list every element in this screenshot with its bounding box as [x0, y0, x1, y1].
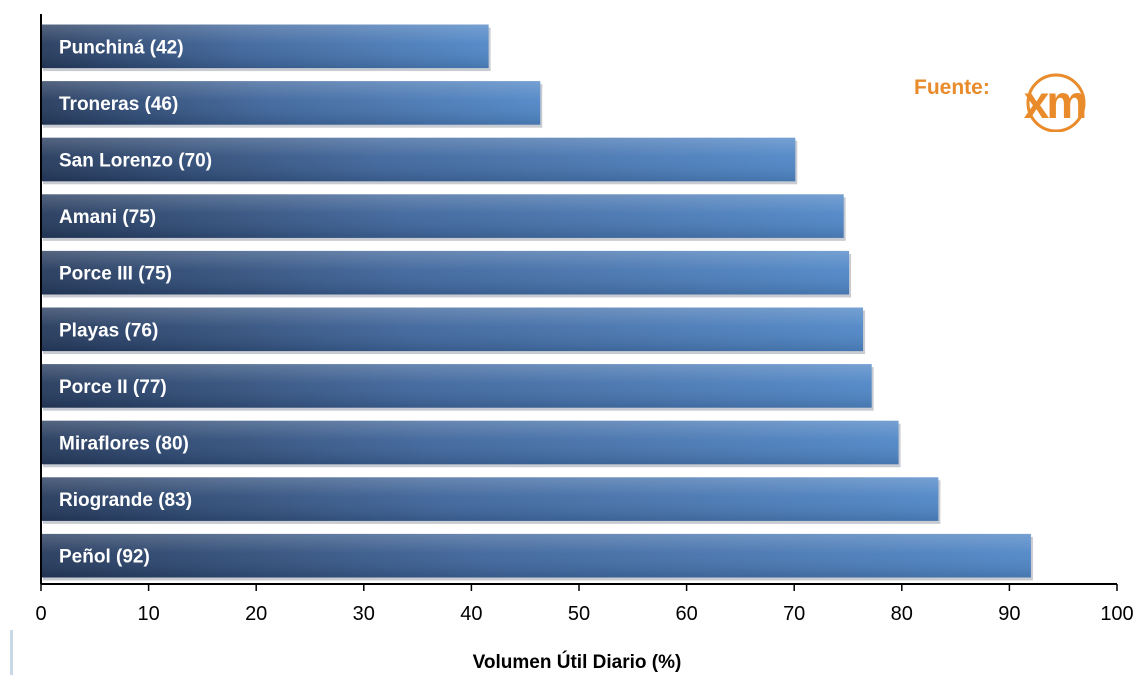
- x-tick-label: 90: [998, 603, 1020, 625]
- x-tick-label: 20: [245, 603, 267, 625]
- x-tick-label: 80: [891, 603, 913, 625]
- bar-label: Riogrande (83): [59, 490, 192, 511]
- x-tick-label: 10: [137, 603, 159, 625]
- bar-label: Porce III (75): [59, 264, 172, 285]
- bar-highlight: [41, 137, 796, 182]
- x-tick-label: 60: [675, 603, 697, 625]
- bar-label: Troneras (46): [59, 94, 178, 115]
- x-tick-label: 100: [1100, 603, 1133, 625]
- x-tick-label: 30: [353, 603, 375, 625]
- source-label: Fuente:: [914, 76, 990, 99]
- bar-highlight: [41, 24, 489, 69]
- x-tick-label: 70: [783, 603, 805, 625]
- bar-highlight: [41, 194, 844, 238]
- bar-label: San Lorenzo (70): [59, 151, 212, 172]
- bar-highlight: [41, 420, 899, 465]
- bar-highlight: [41, 533, 1031, 578]
- axes-group: 0 10 20 30 40 50 60 70 80 90 100: [35, 14, 1134, 625]
- bar-highlight: [41, 250, 850, 295]
- bar-label: Amani (75): [59, 207, 156, 228]
- bar-label: Miraflores (80): [59, 434, 189, 455]
- svg-text:xm: xm: [1024, 76, 1086, 128]
- bar-label: Punchiná (42): [59, 37, 184, 58]
- bar-highlight: [41, 364, 872, 408]
- x-axis-title: Volumen Útil Diario (%): [473, 651, 682, 673]
- x-tick-label: 40: [460, 603, 482, 625]
- x-tick-label: 0: [35, 603, 46, 625]
- bar-label: Playas (76): [59, 320, 158, 341]
- left-edge-rule: [10, 630, 13, 675]
- bars-group: Punchiná (42) Troneras (46) San Lorenzo (7…: [41, 24, 1033, 581]
- bar-highlight: [41, 477, 939, 521]
- x-tick-label: 50: [568, 603, 590, 625]
- bar-label: Porce II (77): [59, 377, 167, 398]
- bar-highlight: [41, 307, 864, 352]
- xm-logo-icon: xm: [1024, 73, 1088, 132]
- source-credit: Fuente: xm: [914, 72, 1104, 132]
- bar-highlight: [41, 81, 541, 125]
- bar-label: Peñol (92): [59, 547, 150, 568]
